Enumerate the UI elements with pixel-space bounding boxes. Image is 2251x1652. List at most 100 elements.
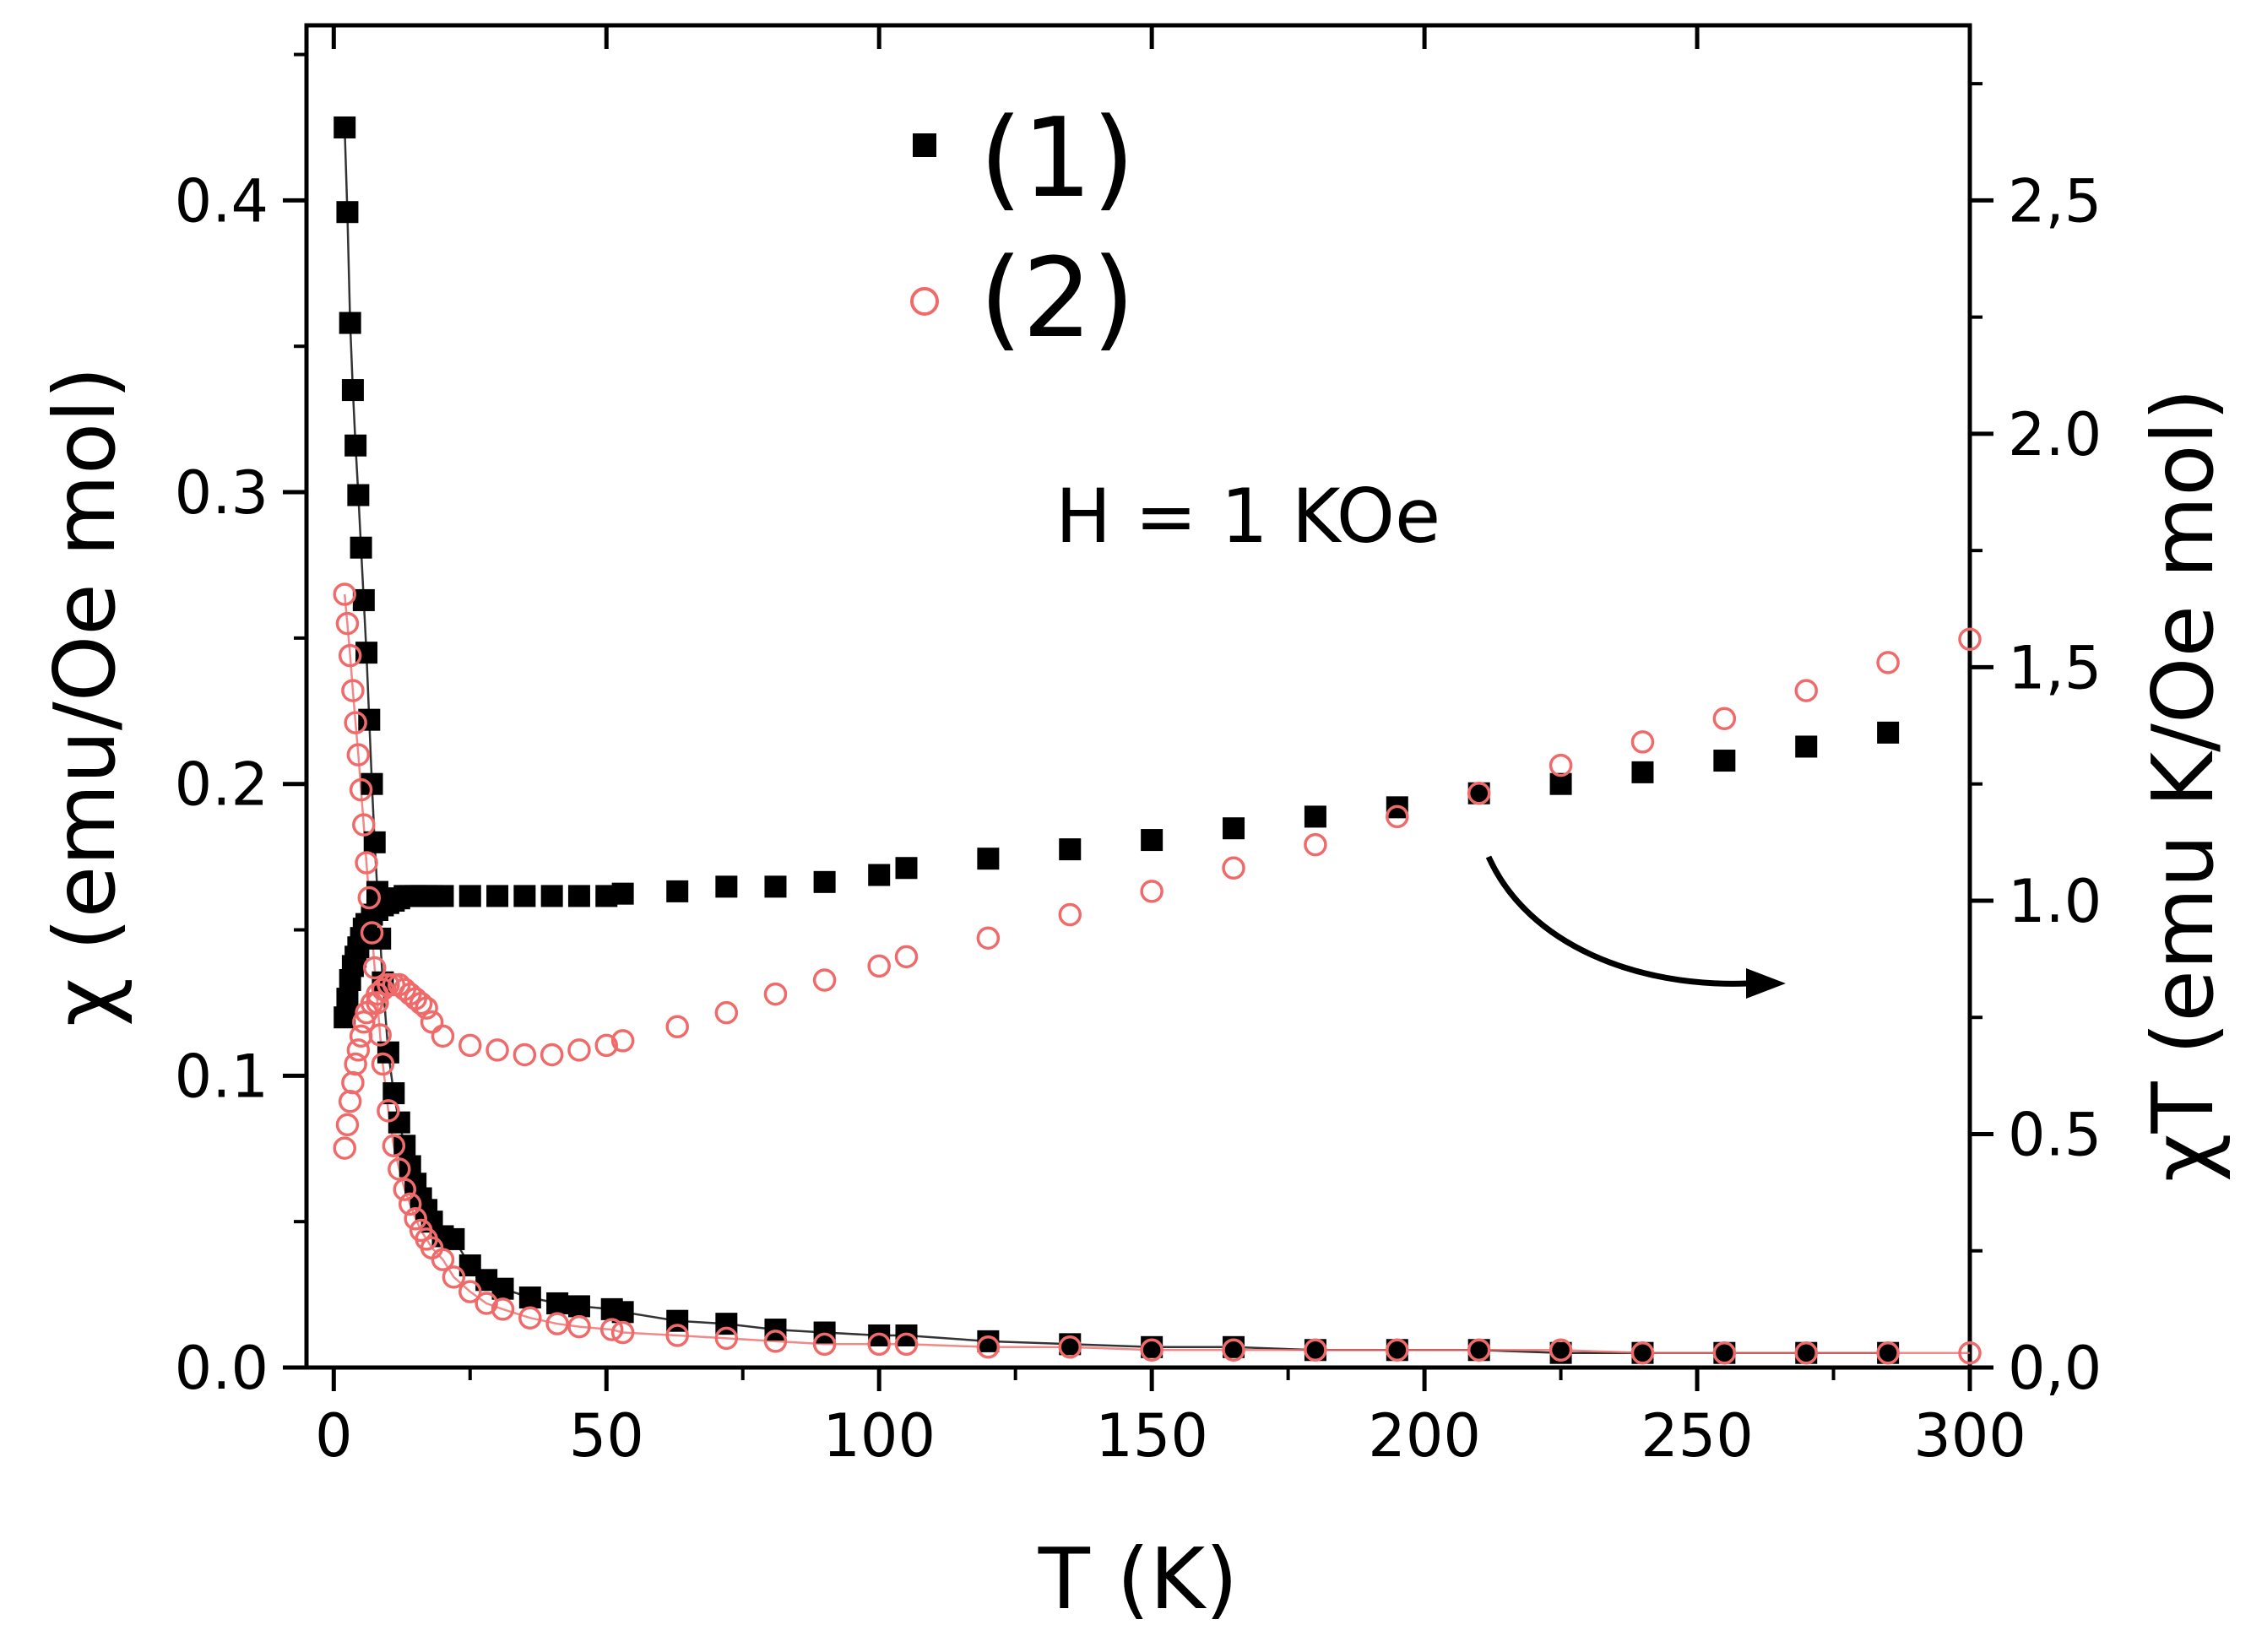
- data-point: [349, 1024, 373, 1048]
- data-point: [344, 434, 367, 457]
- data-point: [763, 982, 788, 1006]
- data-point: [977, 848, 1000, 870]
- data-point: [545, 1312, 569, 1335]
- data-point: [1877, 721, 1900, 744]
- legend-marker-2: [910, 287, 939, 316]
- y-right-tick-label: 0,0: [2008, 1334, 2102, 1403]
- data-point: [567, 1314, 591, 1339]
- data-point: [352, 1010, 376, 1034]
- x-tick-label: 200: [1368, 1401, 1481, 1471]
- data-point: [1958, 627, 1982, 652]
- data-point: [360, 921, 384, 945]
- data-point: [344, 1052, 367, 1076]
- data-point: [894, 945, 919, 969]
- data-point: [431, 1248, 455, 1271]
- data-point: [1958, 1341, 1982, 1365]
- data-point: [567, 1038, 591, 1062]
- data-point: [1141, 829, 1163, 852]
- series-layer: [333, 116, 1982, 1365]
- data-point: [599, 1318, 624, 1341]
- data-point: [344, 711, 367, 734]
- y-axis-title-left: χ (emu/Oe mol): [35, 366, 134, 1026]
- data-point: [341, 1070, 365, 1095]
- data-point: [1059, 838, 1082, 861]
- x-axis-title: T (K): [1038, 1530, 1238, 1628]
- data-point: [336, 201, 359, 224]
- data-point: [1549, 1338, 1573, 1362]
- data-point: [567, 885, 590, 907]
- data-point: [513, 1043, 537, 1067]
- data-point: [1467, 1338, 1491, 1362]
- series-3: [333, 582, 1982, 1365]
- data-point: [1630, 1341, 1655, 1365]
- data-point: [350, 536, 372, 559]
- data-point: [813, 870, 836, 893]
- data-point: [868, 864, 891, 886]
- y-right-tick-label: 0.5: [2008, 1100, 2102, 1169]
- data-point: [398, 1192, 422, 1216]
- fit-curve: [343, 127, 1889, 1354]
- data-point: [567, 1295, 590, 1318]
- y-right-tick-label: 1.0: [2008, 867, 2102, 936]
- legend-label-1: (1): [979, 94, 1135, 222]
- data-point: [895, 857, 918, 880]
- data-point: [393, 1178, 417, 1201]
- data-point: [442, 1265, 466, 1289]
- data-point: [976, 1335, 1001, 1359]
- arrow-head-icon: [1746, 968, 1786, 999]
- y-left-tick-label: 0.1: [175, 1042, 268, 1111]
- series-2: [334, 721, 1900, 1029]
- data-point: [1549, 753, 1573, 777]
- data-point: [334, 1006, 356, 1029]
- data-point: [513, 885, 536, 907]
- data-point: [546, 1292, 569, 1314]
- data-point: [1304, 832, 1327, 857]
- x-tick-label: 100: [822, 1401, 936, 1471]
- data-point: [352, 588, 375, 611]
- data-point: [333, 1136, 356, 1160]
- data-point: [1058, 902, 1082, 927]
- data-point: [334, 116, 356, 138]
- data-point: [665, 1324, 689, 1347]
- data-point: [610, 1029, 635, 1053]
- data-point: [415, 996, 438, 1020]
- data-point: [458, 1033, 482, 1058]
- y-axis-title-right: χT (emu K/Oe mol): [2134, 388, 2232, 1182]
- data-point: [349, 777, 373, 802]
- data-point: [458, 885, 481, 907]
- data-point: [338, 1090, 362, 1113]
- data-point: [1876, 651, 1900, 674]
- data-point: [431, 1024, 455, 1048]
- y-right-tick-label: 2.0: [2008, 400, 2102, 469]
- data-point: [1713, 750, 1736, 772]
- data-point: [338, 643, 362, 668]
- data-point: [976, 926, 1001, 950]
- data-point: [388, 1157, 411, 1181]
- data-point: [540, 885, 563, 907]
- data-point: [610, 1320, 635, 1345]
- data-point: [486, 885, 509, 907]
- data-point: [1304, 805, 1326, 828]
- y-left-tick-label: 0.0: [175, 1334, 268, 1403]
- y-left-tick-label: 0.3: [175, 458, 268, 528]
- data-point: [339, 311, 361, 334]
- data-point: [611, 882, 634, 905]
- data-point: [491, 1297, 515, 1321]
- data-point: [714, 1326, 739, 1351]
- fit-curves: [343, 127, 1970, 1354]
- ticks-layer: 0 50 100 150 200 250 300 0.0 0.1 0.2 0.3 0.4 0,0 0.5 1…: [175, 25, 2102, 1471]
- x-tick-label: 250: [1641, 1401, 1754, 1471]
- data-point: [764, 875, 787, 898]
- data-point: [1631, 761, 1654, 783]
- data-point: [1223, 817, 1245, 840]
- legend-marker-1: [913, 133, 936, 157]
- data-point: [442, 1227, 465, 1250]
- data-point: [594, 1033, 618, 1058]
- data-point: [1222, 856, 1245, 880]
- legend: (1) (2): [910, 94, 1135, 362]
- data-point: [812, 968, 837, 992]
- data-point: [458, 1280, 482, 1303]
- data-point: [1712, 1341, 1737, 1365]
- data-point: [1140, 1338, 1163, 1362]
